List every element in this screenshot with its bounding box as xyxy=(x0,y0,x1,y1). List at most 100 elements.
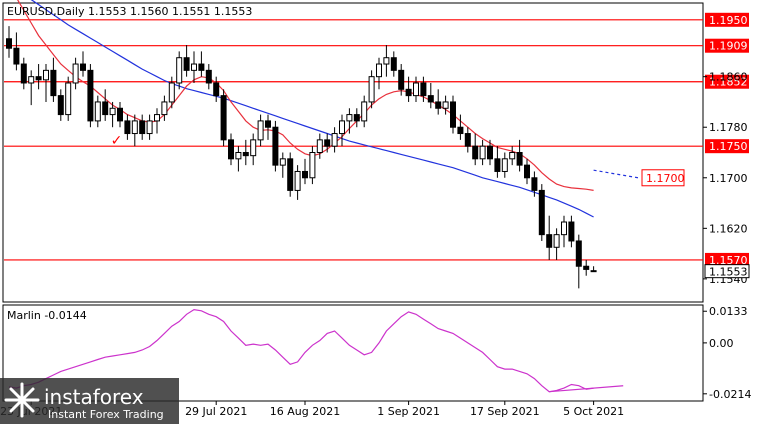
level-label-1: 1.1909 xyxy=(709,40,748,53)
candle-36 xyxy=(272,120,279,172)
price-tick-1: 1.1620 xyxy=(709,222,748,235)
candle-58 xyxy=(435,89,442,115)
target-price-label: 1.1700 xyxy=(646,172,685,185)
candle-79 xyxy=(590,266,597,273)
candle-23 xyxy=(176,51,183,90)
ma-fast-line xyxy=(17,0,594,191)
logo-tagline: Instant Forex Trading xyxy=(48,408,164,421)
candle-16 xyxy=(124,114,131,140)
candle-75 xyxy=(561,215,567,248)
instaforex-logo: instaforex Instant Forex Trading xyxy=(0,378,179,424)
candle-30 xyxy=(228,133,234,166)
candle-37 xyxy=(279,152,286,178)
candle-68 xyxy=(509,146,516,166)
level-tag-3 xyxy=(705,139,749,154)
candlesticks: ✓ xyxy=(6,26,597,289)
candle-18 xyxy=(139,114,146,140)
level-label-3: 1.1750 xyxy=(709,140,748,153)
candle-2 xyxy=(20,57,27,90)
candle-33 xyxy=(250,133,257,166)
ma-slow-forecast xyxy=(593,169,639,179)
divergence-line xyxy=(549,385,624,393)
candle-48 xyxy=(361,95,368,128)
candle-67 xyxy=(501,152,508,178)
horizontal-levels: 1.1950 1.1909 1.1852 1.1750 1.1570 xyxy=(4,12,749,267)
candle-72 xyxy=(538,184,545,241)
candle-6 xyxy=(50,57,57,102)
candle-19 xyxy=(146,114,153,140)
candle-14 xyxy=(109,101,116,128)
candle-32 xyxy=(242,139,249,166)
candle-78 xyxy=(583,259,590,276)
candle-56 xyxy=(420,76,427,102)
level-tag-2 xyxy=(705,74,749,89)
candle-20 xyxy=(154,108,160,134)
candle-59 xyxy=(442,95,449,115)
candle-7 xyxy=(57,89,64,121)
candle-34 xyxy=(257,114,264,147)
candle-24 xyxy=(183,45,190,77)
marlin-line xyxy=(8,308,594,393)
candle-0 xyxy=(6,26,12,58)
candle-3 xyxy=(28,70,35,106)
osc-tick-1: 0.00 xyxy=(709,337,734,350)
candle-71 xyxy=(531,171,538,197)
candle-74 xyxy=(553,228,560,260)
candle-61 xyxy=(457,114,464,140)
candle-42 xyxy=(316,133,323,159)
price-tick-2: 1.1700 xyxy=(709,172,748,185)
chart-title: EURUSD,Daily 1.1553 1.1560 1.1551 1.1553 xyxy=(7,5,252,18)
candle-13 xyxy=(102,89,109,121)
candle-65 xyxy=(487,139,493,166)
candle-41 xyxy=(309,146,316,185)
candle-21 xyxy=(161,95,168,121)
level-label-4: 1.1570 xyxy=(709,254,748,267)
candle-17 xyxy=(131,114,138,147)
candle-5 xyxy=(43,64,49,102)
level-label-2: 1.1852 xyxy=(709,76,748,89)
candle-63 xyxy=(472,133,479,166)
candle-44 xyxy=(331,127,338,153)
candle-22 xyxy=(168,76,175,109)
candle-35 xyxy=(265,114,271,140)
time-tick-3: 1 Sep 2021 xyxy=(377,405,440,418)
candle-31 xyxy=(235,146,242,172)
time-tick-2: 16 Aug 2021 xyxy=(270,405,340,418)
candle-39 xyxy=(294,165,301,200)
ma-slow-line xyxy=(30,0,594,218)
oscillator-axis: 0.0133 0.00 -0.0214 xyxy=(703,305,751,401)
level-tag-4 xyxy=(705,252,749,267)
osc-tick-0: 0.0133 xyxy=(709,305,748,318)
price-tick-4: 1.1860 xyxy=(709,71,748,84)
candle-26 xyxy=(198,51,205,77)
candle-9 xyxy=(72,57,79,90)
candle-50 xyxy=(376,57,382,90)
time-tick-4: 17 Sep 2021 xyxy=(470,405,540,418)
candle-77 xyxy=(575,234,582,289)
level-tag-0 xyxy=(705,12,749,27)
candle-15 xyxy=(117,101,123,128)
current-price-tag: 1.1553 xyxy=(704,264,750,279)
candle-11 xyxy=(87,64,94,128)
logo-brand: instaforex xyxy=(44,385,144,409)
candle-53 xyxy=(398,64,405,96)
candle-49 xyxy=(368,70,375,109)
candle-52 xyxy=(390,51,397,77)
indicator-title: Marlin -0.0144 xyxy=(7,309,87,322)
candle-76 xyxy=(568,215,575,248)
candle-43 xyxy=(324,133,331,153)
candle-29 xyxy=(220,89,227,147)
candle-12 xyxy=(94,95,101,128)
logo-star-icon xyxy=(4,382,40,418)
candle-73 xyxy=(546,215,553,260)
candle-47 xyxy=(353,108,360,128)
level-tag-1 xyxy=(705,38,749,53)
time-tick-5: 5 Oct 2021 xyxy=(563,405,624,418)
candle-4 xyxy=(35,64,42,90)
current-price-label: 1.1553 xyxy=(709,266,748,279)
candle-69 xyxy=(516,139,523,172)
level-label-0: 1.1950 xyxy=(709,14,748,27)
candle-54 xyxy=(405,76,412,102)
candle-28 xyxy=(213,76,220,102)
